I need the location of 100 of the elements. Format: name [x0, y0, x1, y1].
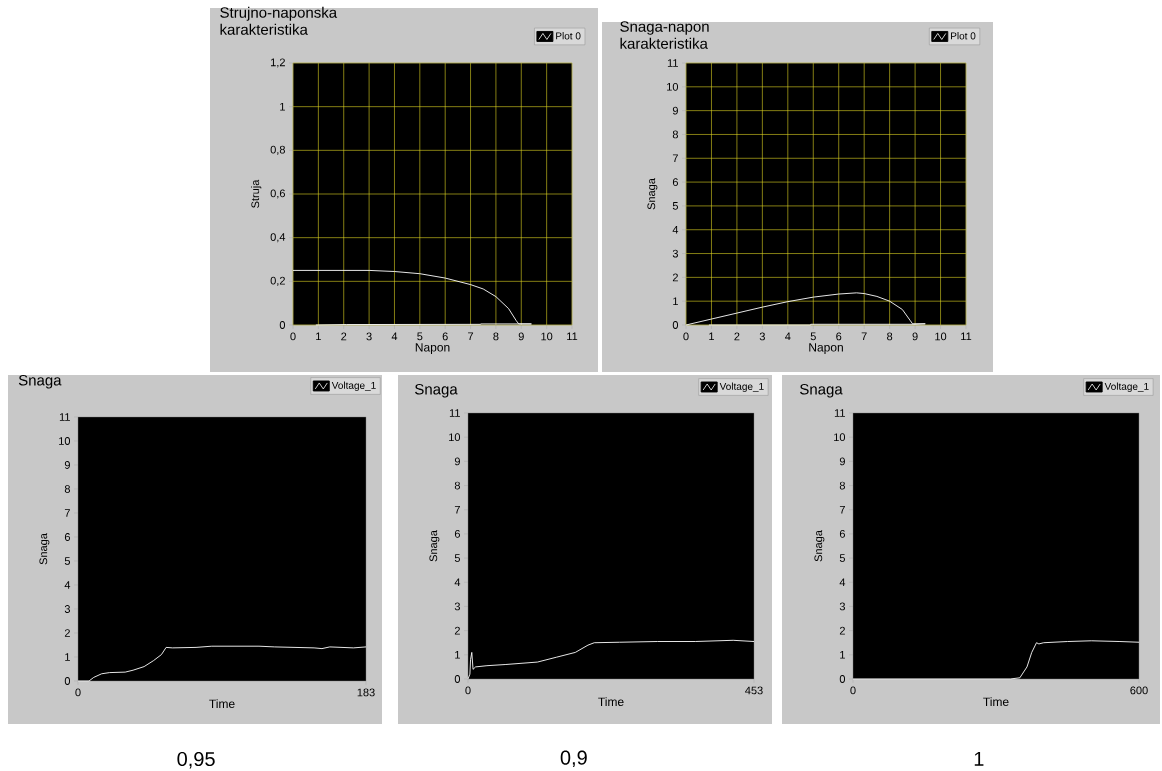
- y-tick-label: 3: [454, 602, 460, 611]
- x-axis-title: Time: [209, 699, 235, 708]
- chart-title: Snaga: [415, 383, 458, 398]
- y-tick-label: 1: [65, 653, 70, 661]
- y-tick-label: 6: [672, 178, 678, 186]
- y-tick-label: 10: [667, 82, 679, 91]
- y-tick-label: 9: [672, 106, 678, 115]
- y-tick-label: 10: [449, 433, 461, 442]
- y-tick-label: 9: [454, 457, 460, 466]
- y-tick-label: 0: [454, 675, 461, 683]
- text: 1: [974, 751, 984, 766]
- x-tick-label: 2: [734, 332, 740, 341]
- legend-label: Voltage_1: [331, 381, 376, 391]
- y-tick-label: 2: [454, 626, 460, 635]
- y-tick-label: 11: [449, 409, 460, 417]
- x-tick-label: 0: [75, 688, 81, 697]
- y-tick-label: 8: [64, 485, 70, 493]
- y-tick-label: 8: [454, 481, 460, 490]
- x-tick-label: 0: [465, 686, 471, 695]
- y-tick-label: 0,4: [270, 233, 286, 243]
- x-tick-label: 9: [518, 332, 524, 341]
- y-tick-label: 10: [59, 437, 71, 445]
- y-tick-label: 2: [64, 629, 70, 637]
- y-tick-label: 8: [672, 130, 678, 139]
- x-tick-label: 5: [810, 332, 816, 341]
- text: 0,95: [177, 751, 215, 769]
- x-tick-label: 3: [759, 332, 765, 341]
- x-tick-label: 8: [493, 332, 499, 341]
- y-tick-label: 0: [672, 321, 679, 329]
- legend-label: Voltage_1: [1104, 382, 1149, 392]
- x-tick-label: 11: [961, 332, 972, 341]
- y-axis-title: Snaga: [814, 530, 825, 562]
- y-tick-label: 11: [59, 413, 70, 421]
- y-tick-label: 0,2: [270, 276, 285, 286]
- line-series: [852, 640, 1140, 680]
- x-tick-label: 1: [316, 332, 321, 341]
- y-axis-title: Snaga: [647, 178, 658, 210]
- chart-title: Snaga: [800, 383, 843, 398]
- y-tick-label: 2: [839, 626, 845, 635]
- legend-label: Voltage_1: [719, 382, 764, 392]
- x-axis-title: Time: [983, 697, 1009, 706]
- x-tick-label: 2: [341, 332, 347, 341]
- x-tick-label: 6: [442, 332, 448, 341]
- y-tick-label: 0: [839, 675, 846, 683]
- y-tick-label: 5: [839, 554, 845, 562]
- y-tick-label: 5: [672, 202, 678, 210]
- y-tick-label: 7: [64, 509, 70, 517]
- y-tick-label: 1: [280, 102, 285, 111]
- x-axis-title: Time: [598, 697, 624, 706]
- chart-title: Snaga: [18, 374, 62, 389]
- x-tick-label: 3: [366, 332, 372, 341]
- y-tick-label: 3: [839, 602, 845, 611]
- y-tick-label: 3: [672, 249, 678, 258]
- legend-label: Plot 0: [556, 32, 581, 40]
- y-tick-label: 7: [454, 505, 460, 514]
- x-tick-label: 9: [912, 332, 918, 341]
- y-tick-label: 6: [64, 533, 70, 541]
- y-tick-label: 0,6: [270, 189, 285, 199]
- x-tick-label: 4: [785, 332, 791, 341]
- x-tick-label: 453: [745, 686, 763, 695]
- x-tick-label: 600: [1130, 686, 1148, 695]
- y-tick-label: 5: [454, 554, 460, 562]
- x-tick-label: 0: [683, 332, 689, 341]
- y-tick-label: 7: [672, 154, 678, 163]
- y-tick-label: 0: [279, 321, 286, 329]
- y-tick-label: 11: [667, 59, 678, 67]
- x-tick-label: 10: [541, 332, 553, 341]
- x-tick-label: 7: [861, 332, 867, 341]
- x-tick-label: 1: [709, 332, 714, 341]
- line-series: [467, 639, 755, 680]
- y-tick-label: 4: [672, 225, 679, 234]
- y-tick-label: 7: [839, 505, 845, 514]
- y-tick-label: 8: [839, 481, 845, 490]
- x-tick-label: 5: [417, 332, 423, 341]
- y-tick-label: 4: [64, 581, 71, 589]
- y-tick-label: 1: [673, 297, 678, 305]
- x-tick-label: 8: [887, 332, 893, 341]
- y-tick-label: 9: [64, 461, 70, 469]
- legend-label: Plot 0: [951, 32, 976, 40]
- x-tick-label: 4: [391, 332, 398, 341]
- y-tick-label: 0,8: [270, 145, 285, 155]
- x-tick-label: 0: [290, 332, 296, 341]
- chart-title: Snaga-napon karakteristika: [620, 21, 709, 49]
- y-tick-label: 4: [454, 578, 461, 587]
- chart-title: Strujno-naponska karakteristika: [220, 6, 338, 35]
- x-tick-label: 10: [935, 332, 947, 341]
- text: 0,9: [560, 750, 587, 768]
- y-tick-label: 5: [64, 557, 70, 565]
- y-tick-label: 6: [839, 530, 845, 538]
- y-tick-label: 9: [839, 457, 845, 466]
- y-axis-title: Snaga: [39, 533, 50, 565]
- x-tick-label: 7: [468, 332, 474, 341]
- x-tick-label: 0: [850, 686, 856, 695]
- y-axis-title: Struja: [251, 179, 262, 208]
- x-tick-label: 11: [567, 332, 578, 341]
- y-tick-label: 10: [834, 433, 846, 442]
- y-tick-label: 2: [672, 273, 678, 282]
- y-tick-label: 4: [839, 578, 846, 587]
- y-tick-label: 3: [64, 605, 70, 613]
- line-series: [77, 645, 367, 682]
